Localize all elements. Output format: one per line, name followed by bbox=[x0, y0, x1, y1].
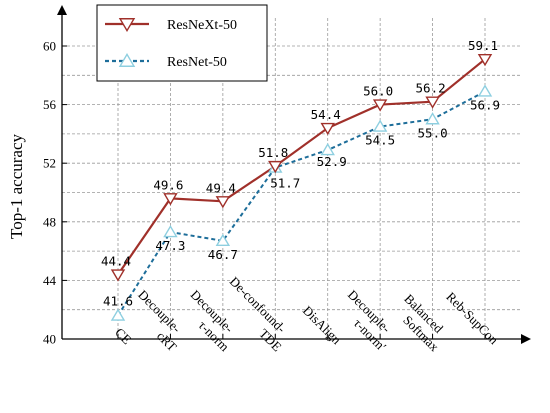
x-tick-label: Decouple-cRT bbox=[124, 287, 191, 354]
legend-marker bbox=[118, 18, 136, 33]
resnext-50-point bbox=[320, 122, 335, 136]
x-tick-label: Decouple-τ-norm bbox=[176, 287, 243, 354]
x-tick-label: CE bbox=[112, 325, 134, 347]
resnext-50-value-label: 44.4 bbox=[101, 254, 131, 269]
series-line-resnext-50 bbox=[117, 58, 486, 276]
resnet-50-value-label: 56.9 bbox=[470, 97, 500, 112]
y-axis-title: Top-1 accuracy bbox=[7, 134, 26, 239]
resnext-50-point bbox=[477, 53, 493, 67]
resnet-50-point bbox=[425, 112, 440, 125]
resnext-50-point bbox=[268, 160, 283, 174]
series-layer bbox=[110, 53, 493, 321]
resnext-50-value-label: 54.4 bbox=[311, 107, 341, 122]
resnext-50-value-label: 59.1 bbox=[468, 38, 498, 53]
resnet-50-value-label: 41.6 bbox=[103, 294, 133, 309]
resnext-50-value-label: 56.2 bbox=[416, 81, 446, 96]
resnet-50-point bbox=[215, 233, 231, 247]
legend: ResNeXt-50 ResNet-50 bbox=[96, 4, 268, 82]
x-tick-label: Decouple-τ-norm′ bbox=[334, 287, 401, 354]
data-labels: 44.4 49.6 49.4 51.8 54.4 56.0 56.2 59.1 41.6 47.3… bbox=[101, 38, 500, 308]
resnet-50-value-label: 54.5 bbox=[365, 133, 395, 148]
y-tick-label: 52 bbox=[43, 156, 56, 171]
legend-label: ResNet-50 bbox=[167, 55, 227, 70]
resnext-50-point bbox=[110, 269, 126, 282]
resnext-50-value-label: 51.8 bbox=[258, 145, 288, 160]
resnet-50-value-label: 51.7 bbox=[270, 176, 300, 191]
legend-box bbox=[96, 4, 268, 82]
resnet-50-point bbox=[110, 308, 126, 321]
resnet-50-point bbox=[320, 142, 335, 156]
resnext-50-value-label: 49.4 bbox=[206, 180, 236, 195]
resnet-50-value-label: 52.9 bbox=[317, 154, 347, 169]
series-line-resnet-50 bbox=[117, 90, 486, 317]
resnet-50-value-label: 46.7 bbox=[208, 247, 238, 262]
resnext-50-point bbox=[163, 193, 178, 206]
y-tick-label: 56 bbox=[43, 97, 57, 112]
resnext-50-point bbox=[215, 196, 231, 209]
resnet-50-value-label: 55.0 bbox=[418, 125, 448, 140]
resnet-50-point bbox=[163, 224, 178, 238]
resnext-50-value-label: 56.0 bbox=[363, 84, 393, 99]
y-tick-labels: 40 44 48 52 56 60 bbox=[43, 39, 57, 347]
legend-marker bbox=[118, 52, 136, 67]
resnet-50-point bbox=[477, 84, 493, 97]
x-tick-label: BalancedSoftmax bbox=[390, 291, 454, 355]
resnet-50-value-label: 47.3 bbox=[155, 238, 185, 253]
legend-label: ResNeXt-50 bbox=[167, 18, 237, 33]
resnext-50-value-label: 49.6 bbox=[153, 177, 183, 192]
y-tick-label: 48 bbox=[43, 214, 56, 229]
resnext-50-point bbox=[372, 99, 388, 112]
y-tick-label: 40 bbox=[43, 332, 56, 347]
y-tick-label: 60 bbox=[43, 39, 56, 54]
resnet-50-point bbox=[372, 119, 388, 132]
y-tick-label: 44 bbox=[43, 273, 57, 288]
resnext-50-point bbox=[425, 96, 440, 109]
axes bbox=[57, 5, 531, 344]
